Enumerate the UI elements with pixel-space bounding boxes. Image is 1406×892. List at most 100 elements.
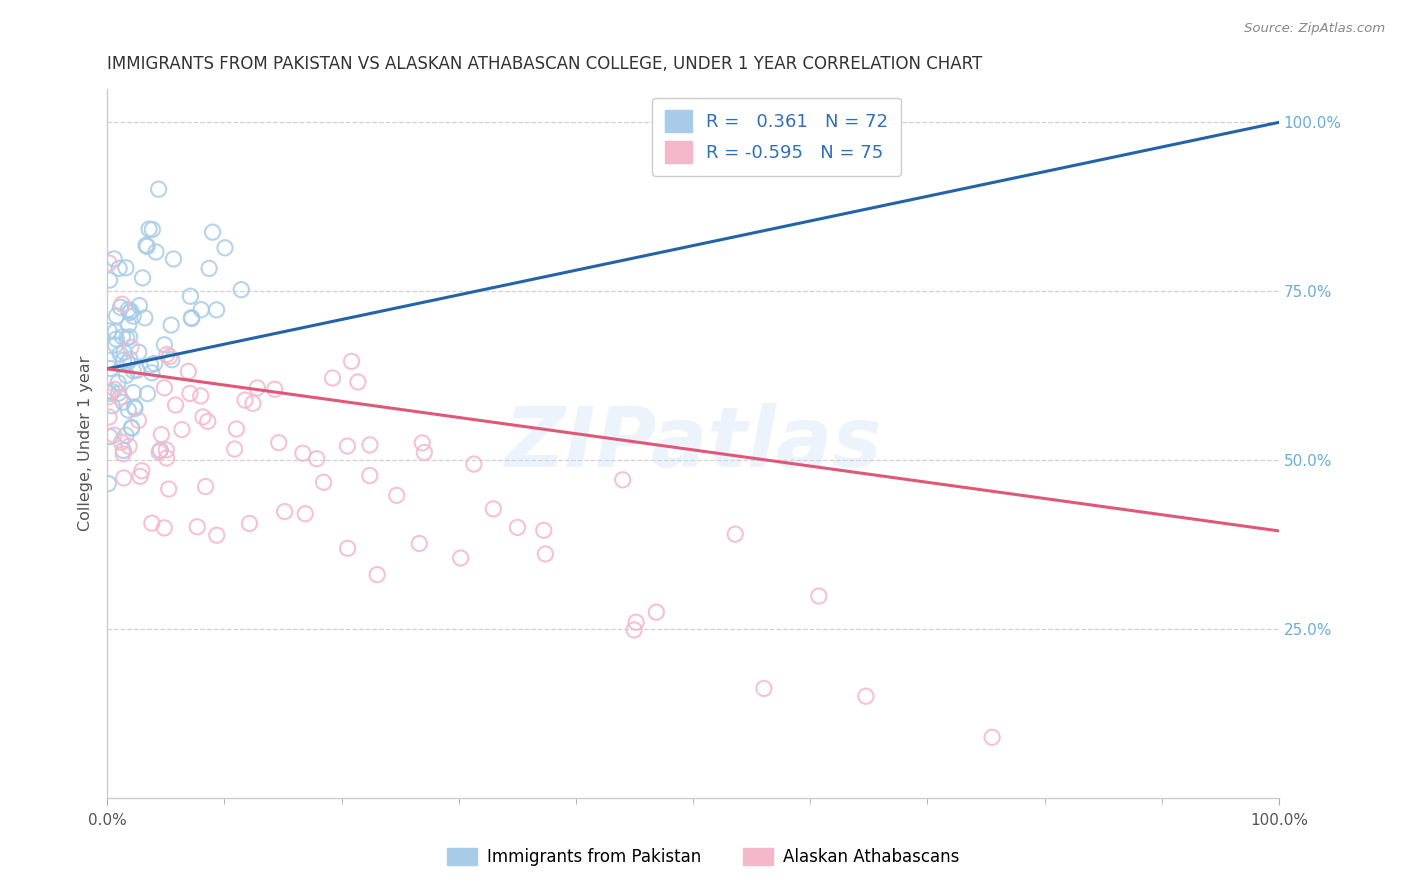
Point — [124, 400, 146, 414]
Point — [177, 364, 200, 378]
Point — [104, 338, 127, 352]
Point — [450, 551, 472, 566]
Point — [179, 386, 201, 401]
Point — [115, 331, 138, 345]
Point — [141, 516, 163, 531]
Point — [104, 382, 127, 396]
Point — [120, 340, 142, 354]
Point — [105, 332, 128, 346]
Point — [214, 241, 236, 255]
Point — [97, 353, 120, 368]
Point — [807, 589, 830, 603]
Point — [155, 451, 177, 466]
Point — [98, 410, 121, 425]
Point — [138, 222, 160, 236]
Point — [108, 261, 131, 276]
Point — [624, 615, 647, 630]
Point — [118, 330, 141, 344]
Point — [162, 252, 184, 266]
Point — [110, 435, 132, 450]
Point — [752, 681, 775, 696]
Point — [981, 731, 1004, 745]
Point — [347, 375, 370, 389]
Point — [131, 271, 153, 285]
Point — [145, 244, 167, 259]
Point — [98, 273, 121, 287]
Point — [267, 435, 290, 450]
Point — [385, 488, 408, 502]
Point — [155, 442, 177, 457]
Point — [533, 524, 555, 538]
Point — [160, 352, 183, 367]
Point — [115, 428, 138, 442]
Point — [148, 445, 170, 459]
Point — [463, 457, 485, 471]
Point — [117, 302, 139, 317]
Point — [98, 430, 121, 444]
Point — [112, 345, 135, 359]
Point — [231, 283, 253, 297]
Point — [321, 371, 343, 385]
Point — [413, 445, 436, 459]
Point — [336, 439, 359, 453]
Point — [224, 442, 246, 456]
Point — [107, 376, 129, 390]
Point — [190, 389, 212, 403]
Point — [153, 521, 176, 535]
Point — [141, 366, 163, 380]
Point — [134, 310, 156, 325]
Point — [97, 390, 120, 404]
Point — [191, 409, 214, 424]
Point — [135, 238, 157, 252]
Point — [112, 353, 135, 368]
Point — [273, 505, 295, 519]
Point — [139, 358, 162, 372]
Point — [112, 447, 135, 461]
Point — [359, 438, 381, 452]
Point — [108, 391, 131, 405]
Point — [121, 420, 143, 434]
Point — [117, 356, 139, 370]
Point — [340, 354, 363, 368]
Point — [170, 423, 193, 437]
Point — [623, 623, 645, 637]
Point — [125, 363, 148, 377]
Point — [408, 536, 430, 550]
Point — [117, 403, 139, 417]
Point — [153, 337, 176, 351]
Point — [186, 520, 208, 534]
Point — [110, 301, 132, 315]
Point — [190, 302, 212, 317]
Point — [205, 528, 228, 542]
Point — [534, 547, 557, 561]
Point — [128, 299, 150, 313]
Point — [197, 414, 219, 428]
Point — [506, 520, 529, 534]
Point — [366, 567, 388, 582]
Text: IMMIGRANTS FROM PAKISTAN VS ALASKAN ATHABASCAN COLLEGE, UNDER 1 YEAR CORRELATION: IMMIGRANTS FROM PAKISTAN VS ALASKAN ATHA… — [107, 55, 983, 73]
Point — [122, 364, 145, 378]
Point — [136, 386, 159, 401]
Point — [105, 309, 128, 323]
Point — [101, 384, 124, 399]
Point — [148, 182, 170, 196]
Point — [112, 443, 135, 458]
Point — [205, 302, 228, 317]
Point — [118, 352, 141, 367]
Point — [180, 310, 202, 325]
Point — [156, 347, 179, 361]
Point — [118, 306, 141, 320]
Point — [855, 690, 877, 704]
Point — [159, 350, 181, 364]
Point — [122, 385, 145, 400]
Point — [118, 439, 141, 453]
Point — [645, 605, 668, 619]
Point — [129, 469, 152, 483]
Point — [121, 421, 143, 435]
Text: ZIPatlas: ZIPatlas — [505, 402, 882, 483]
Point — [112, 471, 135, 485]
Point — [150, 427, 173, 442]
Point — [128, 345, 150, 359]
Point — [153, 381, 176, 395]
Point — [246, 381, 269, 395]
